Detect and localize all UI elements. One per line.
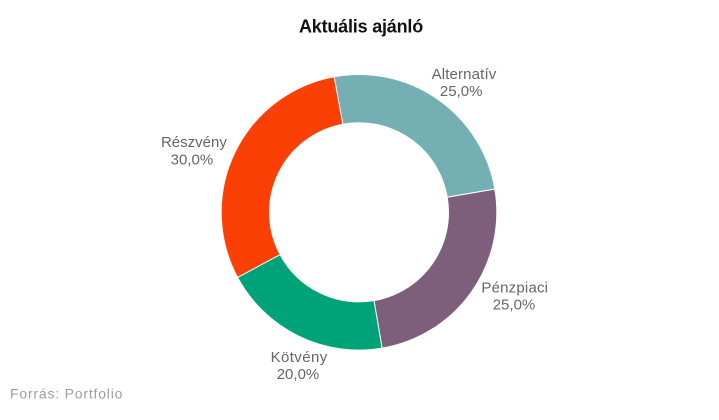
svg-text:20,0%: 20,0%	[277, 366, 320, 383]
svg-text:Kötvény: Kötvény	[271, 349, 328, 366]
svg-text:25,0%: 25,0%	[440, 83, 483, 100]
svg-text:Aktuális ajánló: Aktuális ajánló	[299, 17, 423, 37]
svg-text:Pénzpiaci: Pénzpiaci	[481, 279, 548, 296]
svg-text:30,0%: 30,0%	[171, 151, 214, 168]
svg-text:25,0%: 25,0%	[493, 297, 536, 314]
svg-text:Forrás: Portfolio: Forrás: Portfolio	[10, 386, 123, 402]
svg-text:Alternatív: Alternatív	[432, 66, 497, 83]
svg-text:Részvény: Részvény	[161, 134, 227, 151]
